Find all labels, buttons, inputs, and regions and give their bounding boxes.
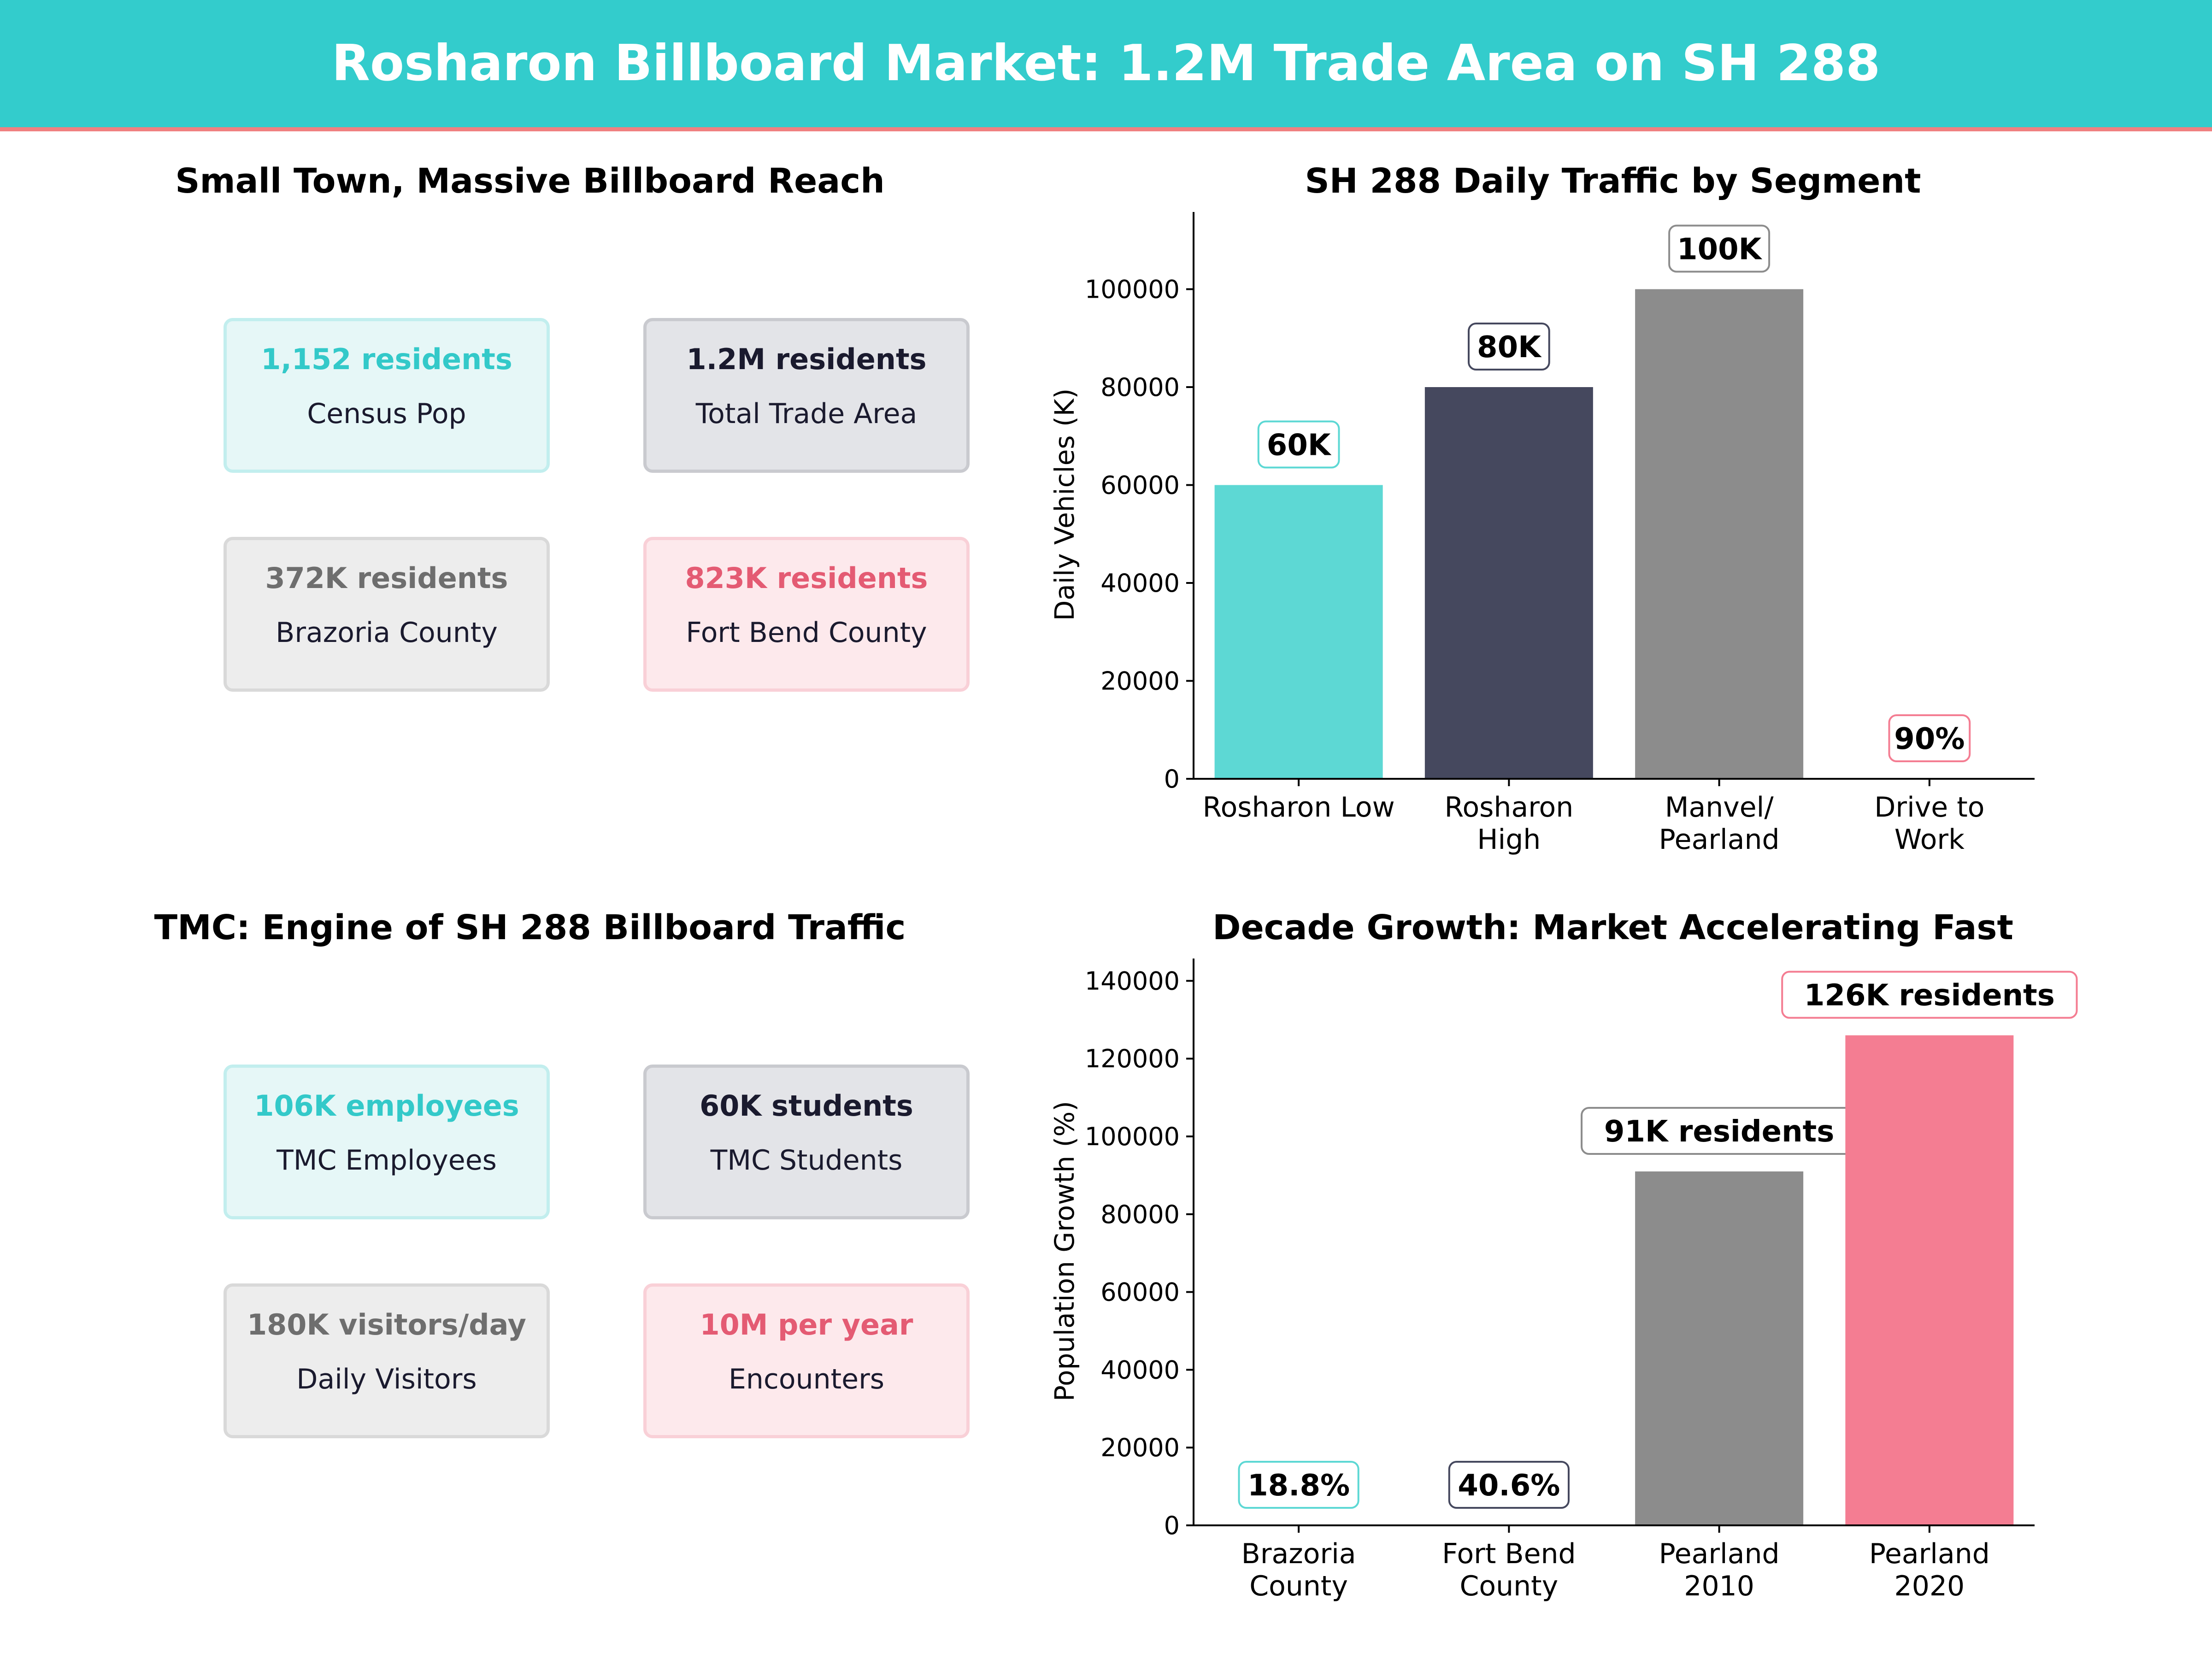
x-tick-label: High bbox=[1477, 824, 1541, 856]
metric-value: 1,152 residents bbox=[261, 342, 512, 376]
data-label-box bbox=[1238, 1461, 1359, 1509]
x-tick-label: Fort Bend bbox=[1442, 1538, 1576, 1570]
y-tick-label: 20000 bbox=[1100, 1433, 1180, 1462]
y-axis-label: Population Growth (%) bbox=[1049, 1101, 1080, 1401]
x-tick-label: Brazoria bbox=[1241, 1538, 1356, 1570]
data-label-box bbox=[1888, 714, 1971, 762]
growth-chart-title: Decade Growth: Market Accelerating Fast bbox=[1212, 908, 2013, 947]
data-label: 60K bbox=[1257, 420, 1340, 469]
y-tick-label: 0 bbox=[1164, 765, 1180, 794]
metric-card: 60K students TMC Students bbox=[643, 1065, 970, 1219]
x-tick-label: 2020 bbox=[1894, 1570, 1965, 1602]
metric-card: 823K residents Fort Bend County bbox=[643, 537, 970, 692]
data-label-text: 126K residents bbox=[1804, 979, 2055, 1013]
title-banner bbox=[0, 0, 2212, 127]
data-label: 80K bbox=[1468, 323, 1550, 371]
metric-value: 1.2M residents bbox=[686, 342, 927, 376]
y-tick-label: 20000 bbox=[1100, 667, 1180, 696]
x-tick-label: Pearland bbox=[1659, 1538, 1780, 1570]
data-label-box bbox=[1781, 971, 2078, 1019]
data-label-box bbox=[1468, 323, 1550, 371]
metric-label: TMC Students bbox=[710, 1144, 903, 1177]
x-tick-label: Drive to bbox=[1874, 791, 1984, 824]
metric-value: 60K students bbox=[700, 1089, 913, 1123]
metric-label: Fort Bend County bbox=[686, 617, 927, 649]
metric-label: Census Pop bbox=[307, 398, 466, 430]
data-label-text: 100K bbox=[1677, 233, 1763, 267]
traffic-chart-title: SH 288 Daily Traffic by Segment bbox=[1305, 161, 1921, 201]
bar bbox=[1845, 1035, 2014, 1525]
bar bbox=[1424, 387, 1593, 779]
reach-panel-title: Small Town, Massive Billboard Reach bbox=[175, 161, 885, 201]
data-label: 18.8% bbox=[1238, 1461, 1359, 1509]
x-tick-label: Pearland bbox=[1869, 1538, 1990, 1570]
x-tick-label: Manvel/ bbox=[1665, 791, 1774, 824]
data-label-box bbox=[1448, 1461, 1570, 1509]
metric-value: 106K employees bbox=[254, 1089, 519, 1123]
metric-label: Brazoria County bbox=[276, 617, 498, 649]
metric-label: TMC Employees bbox=[276, 1144, 497, 1177]
x-tick-label: County bbox=[1460, 1570, 1559, 1602]
bar bbox=[1214, 485, 1383, 779]
y-tick-label: 60000 bbox=[1100, 1278, 1180, 1307]
page-title: Rosharon Billboard Market: 1.2M Trade Ar… bbox=[331, 35, 1881, 92]
y-tick-label: 80000 bbox=[1100, 1200, 1180, 1229]
metric-card: 1.2M residents Total Trade Area bbox=[643, 318, 970, 473]
metric-value: 372K residents bbox=[265, 561, 508, 595]
data-label: 100K bbox=[1668, 224, 1771, 273]
banner-accent-line bbox=[0, 127, 2212, 131]
metric-card: 10M per year Encounters bbox=[643, 1283, 970, 1438]
data-label: 90% bbox=[1888, 714, 1971, 762]
y-tick-label: 120000 bbox=[1085, 1044, 1180, 1073]
metric-card: 106K employees TMC Employees bbox=[224, 1065, 550, 1219]
x-tick-label: 2010 bbox=[1684, 1570, 1754, 1602]
data-label-box bbox=[1257, 420, 1340, 469]
metric-value: 823K residents bbox=[685, 561, 928, 595]
metric-label: Total Trade Area bbox=[695, 398, 918, 430]
y-tick-label: 0 bbox=[1164, 1511, 1180, 1540]
metric-label: Daily Visitors bbox=[296, 1363, 477, 1395]
bar bbox=[1635, 1171, 1804, 1525]
y-tick-label: 80000 bbox=[1100, 373, 1180, 402]
tmc-panel-title: TMC: Engine of SH 288 Billboard Traffic bbox=[154, 908, 906, 947]
data-label-text: 40.6% bbox=[1458, 1469, 1560, 1503]
x-tick-label: Rosharon Low bbox=[1203, 791, 1395, 824]
y-tick-label: 40000 bbox=[1100, 1355, 1180, 1384]
metric-card: 180K visitors/day Daily Visitors bbox=[224, 1283, 550, 1438]
data-label-box bbox=[1668, 224, 1771, 273]
data-label: 91K residents bbox=[1581, 1106, 1858, 1155]
data-label-text: 90% bbox=[1894, 722, 1965, 756]
x-tick-label: Work bbox=[1894, 824, 1965, 856]
data-label-text: 60K bbox=[1267, 429, 1332, 463]
data-label-text: 18.8% bbox=[1247, 1469, 1350, 1503]
metric-value: 180K visitors/day bbox=[247, 1308, 526, 1341]
x-tick-label: Pearland bbox=[1659, 824, 1780, 856]
y-tick-label: 100000 bbox=[1085, 1122, 1180, 1151]
y-axis-label: Daily Vehicles (K) bbox=[1049, 388, 1080, 621]
data-label-text: 80K bbox=[1477, 330, 1542, 365]
data-label: 126K residents bbox=[1781, 971, 2078, 1019]
bar bbox=[1635, 289, 1804, 779]
y-tick-label: 140000 bbox=[1085, 966, 1180, 995]
y-tick-label: 100000 bbox=[1085, 275, 1180, 304]
x-tick-label: County bbox=[1249, 1570, 1348, 1602]
metric-value: 10M per year bbox=[700, 1308, 913, 1341]
metric-label: Encounters bbox=[728, 1363, 885, 1395]
x-tick-label: Rosharon bbox=[1444, 791, 1573, 824]
y-tick-label: 60000 bbox=[1100, 471, 1180, 500]
metric-card: 1,152 residents Census Pop bbox=[224, 318, 550, 473]
data-label-text: 91K residents bbox=[1604, 1115, 1834, 1149]
y-tick-label: 40000 bbox=[1100, 569, 1180, 598]
data-label: 40.6% bbox=[1448, 1461, 1570, 1509]
metric-card: 372K residents Brazoria County bbox=[224, 537, 550, 692]
